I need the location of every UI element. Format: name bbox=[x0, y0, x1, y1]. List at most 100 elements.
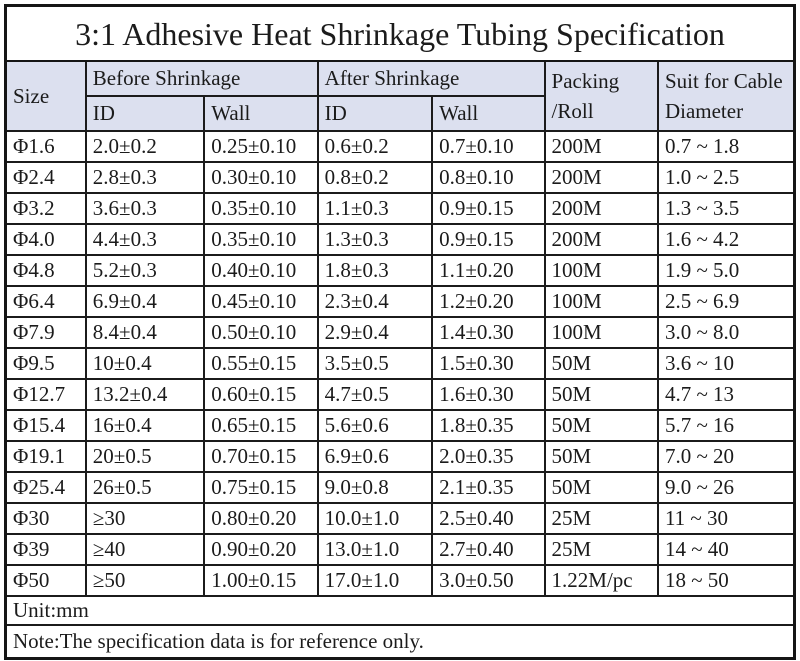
header-row-top: Size Before Shrinkage After Shrinkage Pa… bbox=[4, 62, 796, 132]
cell-size: Φ9.5 bbox=[4, 347, 87, 380]
cell-cable-range: 2.5 ~ 6.9 bbox=[656, 285, 796, 318]
cell-cable-range: 3.6 ~ 10 bbox=[656, 347, 796, 380]
cell-cable-range: 9.0 ~ 26 bbox=[656, 471, 796, 504]
cell-after-wall: 2.7±0.40 bbox=[431, 533, 546, 566]
table-row: Φ39 ≥40 0.90±0.20 13.0±1.0 2.7±0.40 25M … bbox=[4, 533, 796, 566]
cell-cable-range: 18 ~ 50 bbox=[656, 564, 796, 597]
cell-before-id: 26±0.5 bbox=[84, 471, 206, 504]
col-header-after-wall: Wall bbox=[431, 95, 546, 132]
table-row: Φ1.6 2.0±0.2 0.25±0.10 0.6±0.2 0.7±0.10 … bbox=[4, 130, 796, 163]
cell-packing: 50M bbox=[543, 378, 659, 411]
cell-after-id: 6.9±0.6 bbox=[316, 440, 434, 473]
cell-packing: 25M bbox=[543, 502, 659, 535]
cell-after-wall: 1.5±0.30 bbox=[431, 347, 546, 380]
cell-cable-range: 14 ~ 40 bbox=[656, 533, 796, 566]
cell-after-id: 9.0±0.8 bbox=[316, 471, 434, 504]
cell-size: Φ1.6 bbox=[4, 130, 87, 163]
cell-after-wall: 2.5±0.40 bbox=[431, 502, 546, 535]
cell-size: Φ2.4 bbox=[4, 161, 87, 194]
table-row: Φ4.8 5.2±0.3 0.40±0.10 1.8±0.3 1.1±0.20 … bbox=[4, 254, 796, 287]
cell-before-id: 5.2±0.3 bbox=[84, 254, 206, 287]
cell-after-wall: 2.0±0.35 bbox=[431, 440, 546, 473]
cell-after-id: 3.5±0.5 bbox=[316, 347, 434, 380]
cell-after-wall: 0.8±0.10 bbox=[431, 161, 546, 194]
cell-after-id: 0.8±0.2 bbox=[316, 161, 434, 194]
cell-after-wall: 2.1±0.35 bbox=[431, 471, 546, 504]
cell-before-wall: 0.65±0.15 bbox=[203, 409, 319, 442]
cell-after-wall: 0.9±0.15 bbox=[431, 192, 546, 225]
cell-packing: 100M bbox=[543, 254, 659, 287]
cell-cable-range: 3.0 ~ 8.0 bbox=[656, 316, 796, 349]
cell-before-wall: 0.75±0.15 bbox=[203, 471, 319, 504]
cell-before-wall: 0.35±0.10 bbox=[203, 223, 319, 256]
cell-before-id: ≥40 bbox=[84, 533, 206, 566]
cell-packing: 200M bbox=[543, 192, 659, 225]
cell-after-id: 1.3±0.3 bbox=[316, 223, 434, 256]
cell-after-id: 2.9±0.4 bbox=[316, 316, 434, 349]
cell-before-wall: 0.90±0.20 bbox=[203, 533, 319, 566]
cell-before-wall: 0.25±0.10 bbox=[203, 130, 319, 163]
cell-size: Φ19.1 bbox=[4, 440, 87, 473]
cell-after-wall: 1.8±0.35 bbox=[431, 409, 546, 442]
table-footer: Unit:mm Note:The specification data is f… bbox=[4, 595, 796, 660]
cell-size: Φ12.7 bbox=[4, 378, 87, 411]
col-header-before-id: ID bbox=[84, 95, 206, 132]
unit-row: Unit:mm bbox=[4, 595, 796, 626]
cell-before-wall: 0.55±0.15 bbox=[203, 347, 319, 380]
cell-size: Φ25.4 bbox=[4, 471, 87, 504]
cell-before-id: 10±0.4 bbox=[84, 347, 206, 380]
cell-after-id: 10.0±1.0 bbox=[316, 502, 434, 535]
cell-size: Φ4.8 bbox=[4, 254, 87, 287]
cell-after-id: 5.6±0.6 bbox=[316, 409, 434, 442]
table-row: Φ30 ≥30 0.80±0.20 10.0±1.0 2.5±0.40 25M … bbox=[4, 502, 796, 535]
page-title: 3:1 Adhesive Heat Shrinkage Tubing Speci… bbox=[4, 4, 796, 62]
cell-packing: 50M bbox=[543, 409, 659, 442]
table-header: Size Before Shrinkage After Shrinkage Pa… bbox=[4, 62, 796, 132]
note-row: Note:The specification data is for refer… bbox=[4, 624, 796, 660]
cell-before-id: ≥30 bbox=[84, 502, 206, 535]
cell-after-id: 17.0±1.0 bbox=[316, 564, 434, 597]
cell-after-id: 13.0±1.0 bbox=[316, 533, 434, 566]
spec-sheet: 3:1 Adhesive Heat Shrinkage Tubing Speci… bbox=[4, 4, 796, 660]
cell-before-wall: 0.30±0.10 bbox=[203, 161, 319, 194]
cell-cable-range: 5.7 ~ 16 bbox=[656, 409, 796, 442]
cell-cable-range: 4.7 ~ 13 bbox=[656, 378, 796, 411]
cell-packing: 50M bbox=[543, 471, 659, 504]
col-header-after-id: ID bbox=[316, 95, 434, 132]
cell-before-wall: 0.35±0.10 bbox=[203, 192, 319, 225]
cell-cable-range: 7.0 ~ 20 bbox=[656, 440, 796, 473]
cell-before-id: 20±0.5 bbox=[84, 440, 206, 473]
cell-packing: 200M bbox=[543, 223, 659, 256]
cell-before-wall: 0.60±0.15 bbox=[203, 378, 319, 411]
cell-cable-range: 11 ~ 30 bbox=[656, 502, 796, 535]
cell-after-id: 1.1±0.3 bbox=[316, 192, 434, 225]
col-header-cable-diameter: Suit for Cable Diameter bbox=[656, 62, 796, 132]
col-header-before-wall: Wall bbox=[203, 95, 319, 132]
col-header-size: Size bbox=[4, 62, 87, 132]
cell-size: Φ7.9 bbox=[4, 316, 87, 349]
cell-size: Φ6.4 bbox=[4, 285, 87, 318]
table-row: Φ6.4 6.9±0.4 0.45±0.10 2.3±0.4 1.2±0.20 … bbox=[4, 285, 796, 318]
cell-size: Φ15.4 bbox=[4, 409, 87, 442]
cell-cable-range: 0.7 ~ 1.8 bbox=[656, 130, 796, 163]
table-row: Φ15.4 16±0.4 0.65±0.15 5.6±0.6 1.8±0.35 … bbox=[4, 409, 796, 442]
cell-packing: 50M bbox=[543, 347, 659, 380]
reference-note: Note:The specification data is for refer… bbox=[4, 624, 796, 660]
table-row: Φ7.9 8.4±0.4 0.50±0.10 2.9±0.4 1.4±0.30 … bbox=[4, 316, 796, 349]
cell-before-id: 16±0.4 bbox=[84, 409, 206, 442]
cell-before-wall: 0.40±0.10 bbox=[203, 254, 319, 287]
cell-before-id: 6.9±0.4 bbox=[84, 285, 206, 318]
cell-before-id: 8.4±0.4 bbox=[84, 316, 206, 349]
unit-note: Unit:mm bbox=[4, 595, 796, 626]
col-header-before-shrinkage: Before Shrinkage bbox=[84, 62, 319, 97]
cell-after-wall: 0.7±0.10 bbox=[431, 130, 546, 163]
cell-after-wall: 3.0±0.50 bbox=[431, 564, 546, 597]
cell-before-id: 4.4±0.3 bbox=[84, 223, 206, 256]
cell-before-wall: 0.45±0.10 bbox=[203, 285, 319, 318]
cell-after-wall: 1.2±0.20 bbox=[431, 285, 546, 318]
header-row-sub: ID Wall ID Wall bbox=[6, 95, 795, 132]
cell-after-wall: 1.4±0.30 bbox=[431, 316, 546, 349]
table-row: Φ19.1 20±0.5 0.70±0.15 6.9±0.6 2.0±0.35 … bbox=[4, 440, 796, 473]
cell-after-wall: 1.1±0.20 bbox=[431, 254, 546, 287]
cell-cable-range: 1.9 ~ 5.0 bbox=[656, 254, 796, 287]
